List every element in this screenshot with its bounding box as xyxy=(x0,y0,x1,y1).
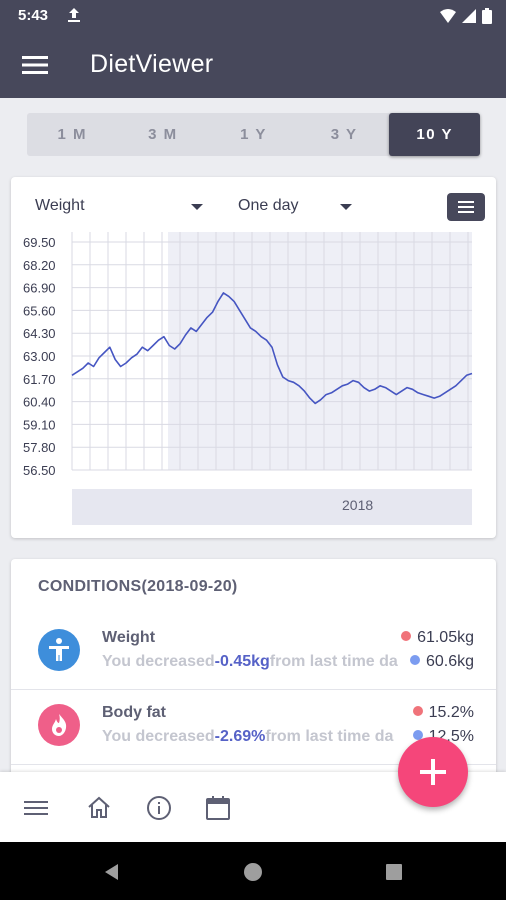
range-selector: 1 M 3 M 1 Y 3 Y 10 Y xyxy=(27,113,480,156)
interval-dropdown-value: One day xyxy=(238,197,299,214)
red-dot-icon xyxy=(412,706,423,716)
y-tick-label: 69.50 xyxy=(23,235,56,250)
condition-row-weight[interactable]: Weight You decreased-0.45kgfrom last tim… xyxy=(11,617,496,691)
conditions-title: CONDITIONS(2018-09-20) xyxy=(38,578,238,595)
range-1m-button[interactable]: 1 M xyxy=(57,126,88,143)
y-tick-label: 63.00 xyxy=(23,349,56,364)
home-icon[interactable] xyxy=(85,794,113,822)
recents-icon[interactable] xyxy=(384,862,404,882)
info-icon[interactable] xyxy=(145,794,173,822)
range-10y-button[interactable]: 10 Y xyxy=(389,113,480,156)
condition-previous-value: 60.6kg xyxy=(409,653,474,671)
flame-icon xyxy=(52,714,67,736)
y-tick-label: 60.40 xyxy=(23,395,56,410)
condition-description: You decreased-0.45kgfrom last time da xyxy=(102,653,398,670)
system-nav-bar xyxy=(0,842,506,900)
weight-series-line xyxy=(71,292,473,405)
condition-description: You decreased-2.69%from last time da xyxy=(102,728,394,745)
blue-dot-icon xyxy=(409,655,420,665)
app-title: DietViewer xyxy=(90,50,214,78)
weight-line-chart[interactable]: 69.50 68.20 66.90 65.60 64.30 63.00 61.70 60.40… xyxy=(11,177,496,538)
chart-shaded-region xyxy=(168,232,472,470)
condition-current-value: 15.2% xyxy=(412,704,474,722)
y-tick-label: 56.50 xyxy=(23,463,56,478)
y-tick-label: 64.30 xyxy=(23,326,56,341)
x-axis-band xyxy=(72,489,472,525)
y-tick-label: 57.80 xyxy=(23,440,56,455)
condition-current-value: 61.05kg xyxy=(401,629,474,647)
weight-condition-badge xyxy=(38,629,80,671)
list-icon xyxy=(458,201,474,213)
divider xyxy=(11,689,496,690)
status-bar: 5:43 xyxy=(0,0,506,34)
red-dot-icon xyxy=(401,631,412,641)
y-tick-label: 59.10 xyxy=(23,417,56,432)
y-tick-label: 65.60 xyxy=(23,303,56,318)
battery-icon xyxy=(482,8,492,24)
chart-card: Weight One day 69.50 68.20 66.90 65.60 64.30… xyxy=(11,177,496,538)
add-record-button[interactable] xyxy=(398,737,468,807)
condition-name: Weight xyxy=(102,629,156,646)
calendar-icon[interactable] xyxy=(204,794,232,822)
list-view-button[interactable] xyxy=(447,193,485,221)
status-time: 5:43 xyxy=(18,7,49,24)
y-tick-label: 66.90 xyxy=(23,281,56,296)
y-tick-label: 61.70 xyxy=(23,372,56,387)
app-bar: DietViewer xyxy=(0,34,506,98)
chevron-down-icon xyxy=(191,204,203,210)
y-tick-label: 68.20 xyxy=(23,258,56,273)
range-3y-button[interactable]: 3 Y xyxy=(330,126,358,143)
menu-icon[interactable] xyxy=(22,54,48,76)
chevron-down-icon xyxy=(340,204,352,210)
x-axis-label: 2018 xyxy=(342,497,373,513)
person-icon xyxy=(49,638,69,661)
metric-dropdown-value: Weight xyxy=(35,197,85,214)
menu-icon[interactable] xyxy=(22,794,50,822)
metric-dropdown[interactable]: Weight xyxy=(35,197,205,215)
back-icon[interactable] xyxy=(102,862,122,882)
signal-icon xyxy=(462,9,476,23)
divider xyxy=(11,764,496,765)
condition-name: Body fat xyxy=(102,704,166,721)
wifi-icon xyxy=(440,9,456,23)
interval-dropdown[interactable]: One day xyxy=(238,197,353,215)
body-fat-condition-badge xyxy=(38,704,80,746)
range-3m-button[interactable]: 3 M xyxy=(148,126,178,143)
plus-icon xyxy=(420,759,446,785)
home-nav-icon[interactable] xyxy=(243,862,263,882)
range-1y-button[interactable]: 1 Y xyxy=(240,126,267,143)
blue-dot-icon xyxy=(412,730,423,740)
condition-row-body-fat[interactable]: Body fat You decreased-2.69%from last ti… xyxy=(11,692,496,766)
upload-icon xyxy=(68,8,80,22)
